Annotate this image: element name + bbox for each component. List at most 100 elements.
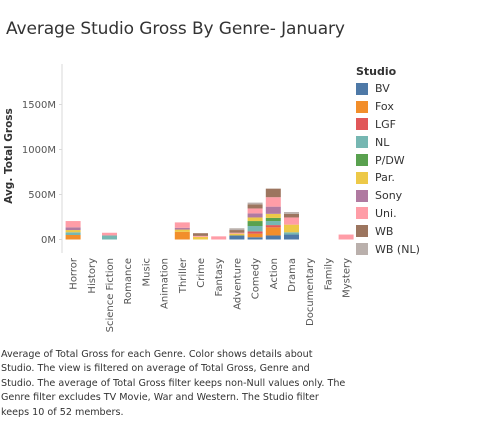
legend-swatch	[356, 154, 368, 167]
legend-swatch	[356, 82, 368, 95]
x-tick-label: Action	[269, 258, 280, 289]
x-tick-label: Music	[141, 258, 152, 286]
legend-item[interactable]: Par.	[356, 169, 420, 187]
bar-segment[interactable]	[229, 233, 245, 236]
legend-item[interactable]: NL	[356, 133, 420, 151]
chart-caption: Average of Total Gross for each Genre. C…	[1, 349, 346, 418]
legend-item[interactable]: P/DW	[356, 151, 420, 169]
bar-segment[interactable]	[193, 233, 208, 236]
bar-segment[interactable]	[247, 233, 263, 238]
bar-segment[interactable]	[284, 217, 299, 225]
bar-segment[interactable]	[229, 232, 245, 234]
x-tick-label: History	[87, 258, 98, 294]
bar-segment[interactable]	[265, 221, 281, 226]
y-axis-title: Avg. Total Gross	[3, 108, 15, 204]
bar-segment[interactable]	[247, 221, 263, 226]
x-tick-label: Mystery	[342, 258, 353, 298]
legend-item[interactable]: BV	[356, 80, 420, 98]
bar-segment[interactable]	[265, 213, 281, 218]
legend-label: Par.	[375, 171, 395, 185]
legend-title: Studio	[356, 65, 397, 78]
legend-item[interactable]: Uni.	[356, 205, 420, 223]
x-tick-label: Fantasy	[214, 258, 225, 297]
bar-segment[interactable]	[65, 230, 81, 233]
bar-segment[interactable]	[174, 227, 190, 230]
x-tick-label: Science Fiction	[105, 258, 116, 332]
bar-segment[interactable]	[265, 235, 281, 240]
bar-segment[interactable]	[193, 236, 208, 240]
y-tick-label: 1000M	[22, 145, 56, 156]
legend-item[interactable]: Fox	[356, 98, 420, 116]
bar-segment[interactable]	[229, 235, 245, 240]
legend-swatch	[356, 136, 368, 149]
bar-segment[interactable]	[265, 206, 281, 214]
x-tick-label: Drama	[287, 258, 298, 292]
bar-segment[interactable]	[102, 235, 117, 240]
bar-segment[interactable]	[265, 227, 281, 236]
bar-segment[interactable]	[211, 236, 227, 240]
legend-item[interactable]: WB (NL)	[356, 240, 420, 258]
bar-segment[interactable]	[65, 227, 81, 231]
bar-segment[interactable]	[174, 222, 190, 228]
bar-segment[interactable]	[284, 212, 299, 214]
bar-segment[interactable]	[229, 230, 245, 233]
bar-segment[interactable]	[284, 234, 299, 240]
x-tick-label: Animation	[160, 258, 171, 309]
bar-segment[interactable]	[265, 217, 281, 222]
x-tick-label: Romance	[123, 258, 134, 304]
legend-swatch	[356, 243, 368, 256]
bar-segment[interactable]	[65, 221, 81, 228]
x-tick-label: Family	[323, 258, 334, 290]
legend-label: Uni.	[375, 206, 397, 220]
legend-item[interactable]: WB	[356, 222, 420, 240]
x-tick-label: Adventure	[232, 258, 243, 310]
bar-segment[interactable]	[284, 224, 299, 233]
bar-segment[interactable]	[247, 217, 263, 222]
legend-label: Fox	[375, 100, 394, 114]
y-tick-label: 500M	[28, 190, 56, 201]
legend-label: WB	[375, 224, 394, 238]
bar-segment[interactable]	[102, 232, 117, 236]
bar-segment[interactable]	[174, 229, 190, 232]
chart-title: Average Studio Gross By Genre- January	[6, 19, 345, 39]
legend-swatch	[356, 171, 368, 184]
bar-segment[interactable]	[338, 234, 354, 240]
x-tick-label: Thriller	[178, 257, 189, 294]
bar-segment[interactable]	[247, 213, 263, 218]
legend-label: WB (NL)	[375, 242, 420, 256]
bar-segment[interactable]	[65, 235, 81, 240]
bar-segment[interactable]	[265, 225, 281, 228]
bar-segment[interactable]	[247, 237, 263, 240]
legend-label: P/DW	[375, 153, 405, 167]
x-tick-label: Horror	[69, 257, 80, 290]
bar-segment[interactable]	[284, 213, 299, 218]
legend-swatch	[356, 207, 368, 220]
bar-segment[interactable]	[229, 228, 245, 231]
bar-segment[interactable]	[284, 232, 299, 235]
legend-label: Sony	[375, 189, 403, 203]
legend-swatch	[356, 118, 368, 131]
bar-segment[interactable]	[174, 231, 190, 240]
legend-item[interactable]: Sony	[356, 187, 420, 205]
bar-segment[interactable]	[247, 231, 263, 234]
bar-segment[interactable]	[247, 204, 263, 209]
bar-segment[interactable]	[193, 235, 208, 237]
bar-segment[interactable]	[265, 197, 281, 207]
y-tick-label: 0M	[41, 235, 56, 246]
bar-segment[interactable]	[247, 208, 263, 214]
y-tick-label: 1500M	[22, 100, 56, 111]
legend-item[interactable]: LGF	[356, 116, 420, 134]
legend: BV Fox LGF NL P/DW Par. Sony Uni. WB WB (NL)	[356, 80, 420, 258]
legend-swatch	[356, 189, 368, 202]
bar-segment[interactable]	[247, 226, 263, 232]
legend-label: LGF	[375, 117, 396, 131]
bar-segment[interactable]	[265, 188, 281, 198]
legend-swatch	[356, 100, 368, 113]
bar-segment[interactable]	[65, 232, 81, 235]
legend-label: NL	[375, 135, 390, 149]
bar-segment[interactable]	[247, 202, 263, 205]
x-tick-label: Crime	[196, 258, 207, 288]
x-tick-label: Documentary	[305, 258, 316, 326]
legend-swatch	[356, 225, 368, 238]
